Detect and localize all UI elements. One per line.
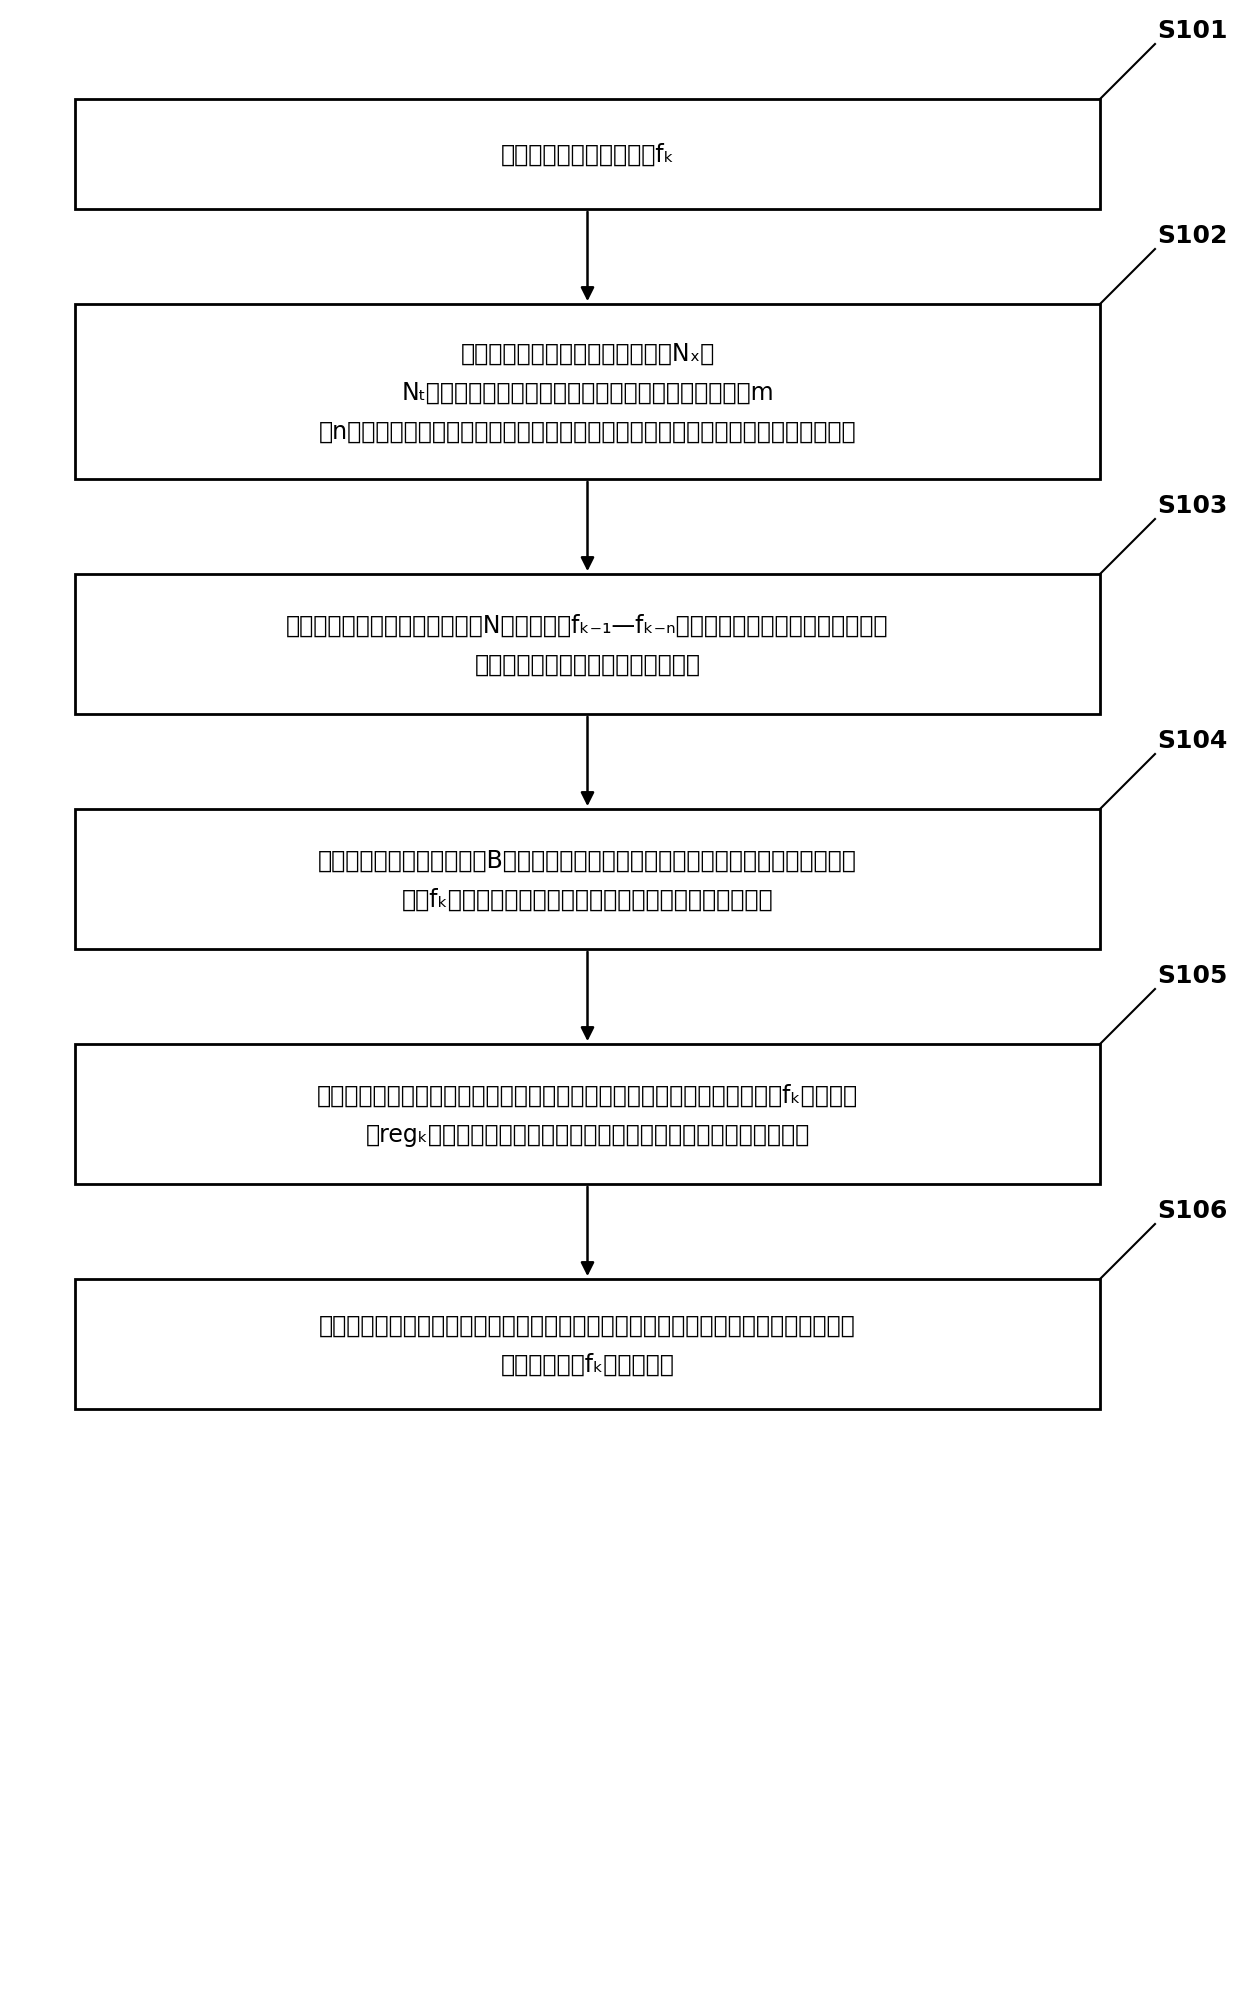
Text: 对所述运动矢量进行非均匀B样条插值，并根据插值后的运动矢量变换当前待处理湍流
图像fₖ中每个像素的位置，得到相对于参考图像的相对坐标: 对所述运动矢量进行非均匀B样条插值，并根据插值后的运动矢量变换当前待处理湍流 图… bbox=[319, 847, 857, 911]
Text: S106: S106 bbox=[1157, 1199, 1228, 1223]
Text: S102: S102 bbox=[1157, 224, 1228, 248]
Bar bbox=[74, 809, 1100, 949]
Bar bbox=[74, 100, 1100, 210]
Bar bbox=[74, 1279, 1100, 1409]
Text: S101: S101 bbox=[1157, 20, 1228, 44]
Text: S104: S104 bbox=[1157, 729, 1228, 753]
Text: 获取当前待处理湍流图像fₖ: 获取当前待处理湍流图像fₖ bbox=[501, 144, 675, 168]
Text: 将所述相对坐标进行基于亚像素插值的运动补偿，得到当前待处理湍流图像fₖ的配准图
像regₖ，并将所述配准图像与场景图像进行叠加融合，得到融合图像: 将所述相对坐标进行基于亚像素插值的运动补偿，得到当前待处理湍流图像fₖ的配准图 … bbox=[317, 1083, 858, 1147]
Text: S103: S103 bbox=[1157, 494, 1228, 517]
Bar bbox=[74, 306, 1100, 480]
Text: 将所述当前待处理湍流图像划分为Nₓ乘
Nₜ个一级子区域，将画面复杂度高的一级子区域划分为m
乘n个二级子区域，并选择所述一级子区域和二级子区域内特征最明显的点作: 将所述当前待处理湍流图像划分为Nₓ乘 Nₜ个一级子区域，将画面复杂度高的一级子区… bbox=[319, 342, 857, 444]
Bar bbox=[74, 575, 1100, 715]
Text: S105: S105 bbox=[1157, 963, 1228, 987]
Text: 将所述当前待处理湍流图像的前N帧原始图像fₖ₋₁—fₖ₋ₙ进行平均，得到参考图像，并根据
光流法计算各所述配准点的运动矢量: 将所述当前待处理湍流图像的前N帧原始图像fₖ₋₁—fₖ₋ₙ进行平均，得到参考图像… bbox=[286, 613, 889, 675]
Bar bbox=[74, 1045, 1100, 1185]
Text: 对所述融合图像进行空域滤波处理、直方图均衡处理和边缘增强处理，得到所述当前待
处理湍流图像fₖ的复原图像: 对所述融合图像进行空域滤波处理、直方图均衡处理和边缘增强处理，得到所述当前待 处… bbox=[319, 1313, 856, 1377]
